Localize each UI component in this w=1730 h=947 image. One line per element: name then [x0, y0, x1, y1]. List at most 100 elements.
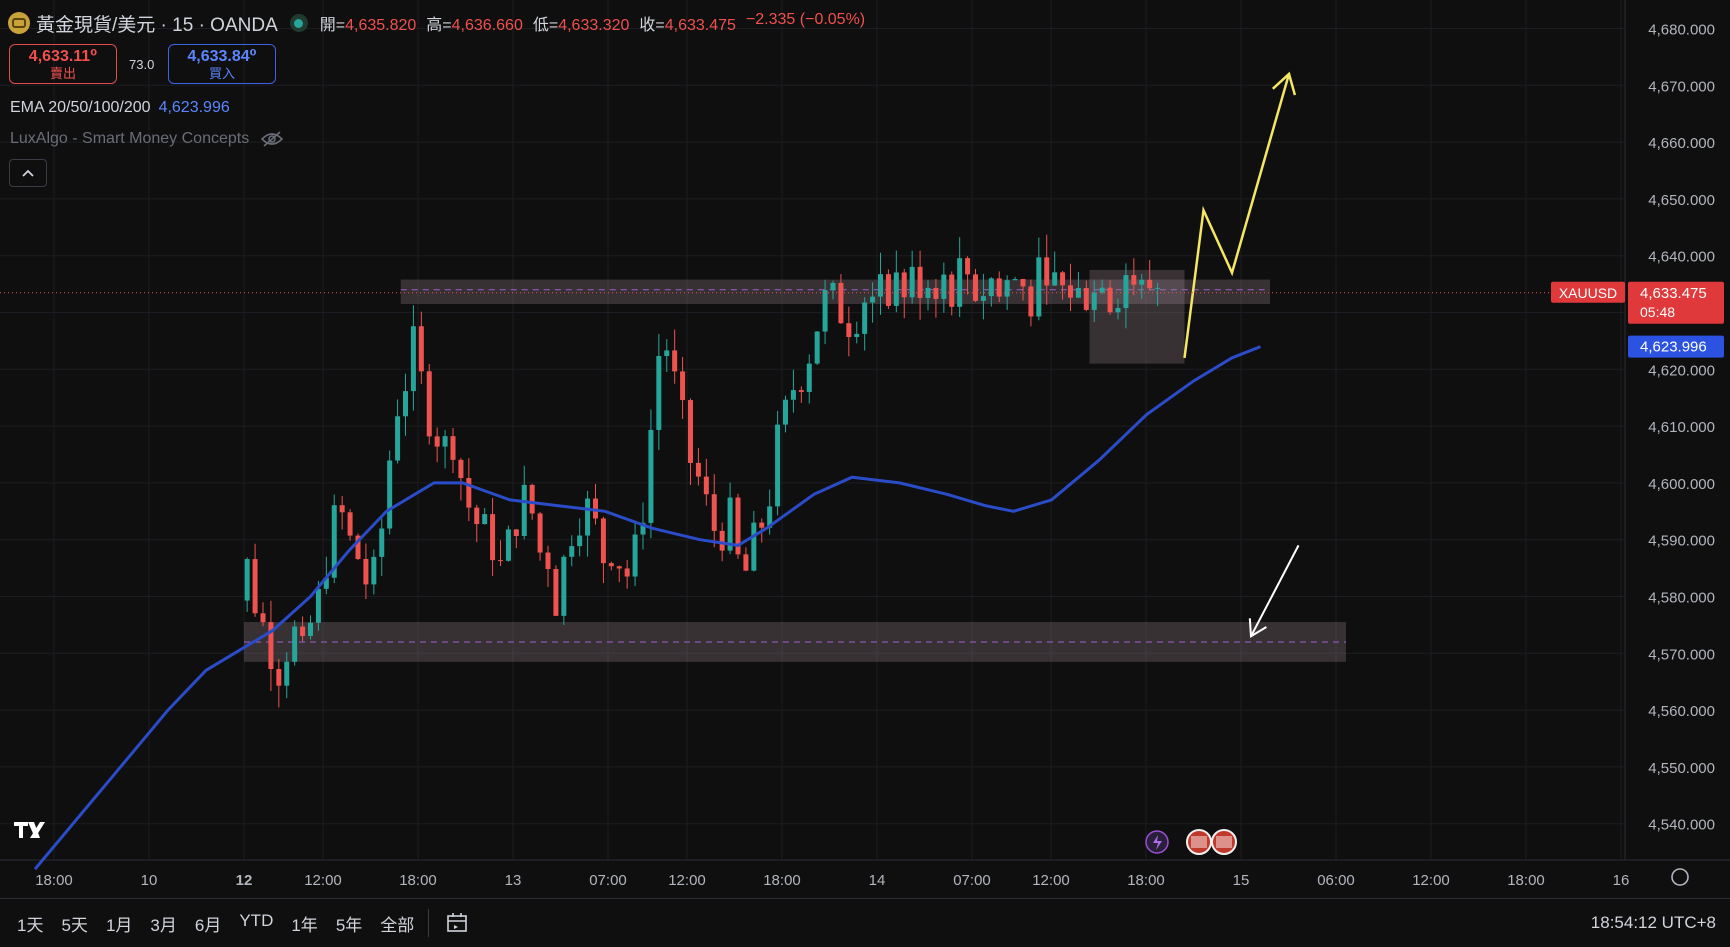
candle: [466, 478, 472, 508]
candle: [593, 498, 598, 519]
candle: [656, 356, 662, 430]
candle: [711, 494, 717, 531]
range-button[interactable]: 1年: [291, 915, 318, 935]
candle: [783, 399, 788, 425]
candle: [1155, 287, 1161, 289]
candle: [284, 661, 290, 686]
candle: [727, 497, 733, 551]
replay-calendar-icon[interactable]: [445, 911, 469, 935]
range-zone: [1089, 269, 1185, 364]
range-button[interactable]: 1月: [105, 915, 133, 935]
candle: [450, 436, 456, 460]
candle: [965, 258, 971, 275]
x-tick-label: 12: [236, 872, 253, 889]
candle: [759, 522, 765, 528]
symbol-title[interactable]: 黃金現貨/美元 · 15 · OANDA: [36, 14, 278, 36]
us-flag-icon: [1211, 829, 1237, 855]
settings-gear-icon[interactable]: [1671, 868, 1689, 886]
candle: [545, 552, 551, 569]
change-value: −2.335 (−0.05%): [745, 11, 866, 28]
last-price-tag: [1628, 281, 1724, 324]
hidden-eye-icon[interactable]: [261, 131, 284, 147]
buy-button[interactable]: 4,633.84⁰ 買入: [168, 44, 276, 84]
candle: [917, 266, 923, 298]
range-button[interactable]: YTD: [239, 910, 274, 930]
x-tick-label: 18:00: [399, 872, 437, 889]
smc-legend[interactable]: LuxAlgo - Smart Money Concepts: [10, 130, 284, 148]
smc-label: LuxAlgo - Smart Money Concepts: [10, 130, 250, 147]
candle: [1107, 287, 1113, 313]
candle: [885, 274, 891, 306]
white-arrow: [1250, 544, 1300, 637]
collapse-button[interactable]: [9, 159, 47, 187]
candle: [395, 416, 401, 461]
candle: [751, 522, 757, 571]
candle: [1068, 285, 1073, 298]
us-flag-stripes: [1191, 836, 1207, 848]
candle: [1115, 308, 1121, 313]
ema-label: EMA 20/50/100/200: [10, 99, 151, 116]
candle: [1091, 292, 1097, 310]
candle: [672, 350, 678, 372]
candle: [1036, 257, 1042, 317]
sell-button[interactable]: 4,633.11⁰ 賣出: [9, 44, 117, 84]
market-open-icon: [289, 14, 308, 32]
candle: [1075, 288, 1081, 298]
candle: [355, 535, 361, 559]
candle: [308, 622, 313, 636]
range-button[interactable]: 6月: [194, 915, 222, 935]
symbol-header[interactable]: 黃金現貨/美元 · 15 · OANDA 開=4,635.820 高=4,636…: [8, 10, 865, 36]
x-tick-label: 18:00: [35, 872, 73, 889]
zones: [244, 269, 1346, 662]
candle: [909, 266, 915, 298]
candle: [703, 476, 709, 495]
y-tick-label: 4,570.000: [1648, 646, 1715, 663]
candle: [339, 505, 345, 513]
projection: [14, 71, 1300, 855]
candle: [688, 400, 693, 463]
range-button[interactable]: 全部: [380, 915, 415, 935]
candle: [957, 258, 963, 307]
symbol-tag: [1551, 281, 1625, 303]
candle: [387, 460, 393, 529]
lightning-icon: [1153, 835, 1162, 850]
candle: [901, 272, 907, 298]
range-button[interactable]: 5年: [335, 915, 363, 935]
range-button[interactable]: 5天: [61, 915, 88, 935]
last-price-label: 4,633.475: [1640, 285, 1707, 302]
candle: [1147, 279, 1153, 289]
candle: [798, 390, 804, 392]
candle: [490, 514, 496, 561]
ema-price-tag: [1628, 335, 1724, 358]
candle: [735, 497, 741, 555]
candle: [482, 514, 488, 525]
candle: [933, 287, 939, 299]
range-button[interactable]: 1天: [17, 915, 44, 935]
candle: [315, 588, 321, 623]
candle: [276, 669, 282, 686]
candle: [1044, 257, 1050, 286]
candles: [244, 234, 1161, 708]
candle: [498, 560, 503, 562]
range-button[interactable]: 3月: [150, 915, 177, 935]
candle: [1139, 279, 1145, 285]
y-axis: 4,540.000 4,550.000 4,560.000 4,570.000 4,58…: [0, 22, 1724, 834]
candle: [252, 559, 258, 614]
x-tick-label: 16: [1613, 872, 1630, 889]
projection-arrowhead: [1271, 71, 1297, 96]
spread-value: 73.0: [129, 57, 155, 72]
x-axis: 18:00 10 12 12:00 18:00 13 07:00 12:00 18:00 14 07…: [35, 868, 1689, 889]
candle: [363, 558, 369, 585]
candle: [996, 278, 1002, 297]
candle: [980, 296, 986, 301]
y-tick-label: 4,550.000: [1648, 760, 1715, 777]
candle: [403, 391, 408, 417]
ema-legend[interactable]: EMA 20/50/100/200 4,623.996: [10, 99, 230, 117]
x-tick-label: 18:00: [1507, 872, 1545, 889]
sell-price: 4,633.11⁰: [28, 48, 98, 65]
clock[interactable]: 18:54:12 UTC+8: [1590, 913, 1716, 932]
y-tick-label: 4,620.000: [1648, 362, 1715, 379]
sell-label: 賣出: [49, 66, 76, 81]
range-buttons: 1天 5天 1月 3月 6月 YTD 1年 5年 全部: [0, 911, 414, 936]
